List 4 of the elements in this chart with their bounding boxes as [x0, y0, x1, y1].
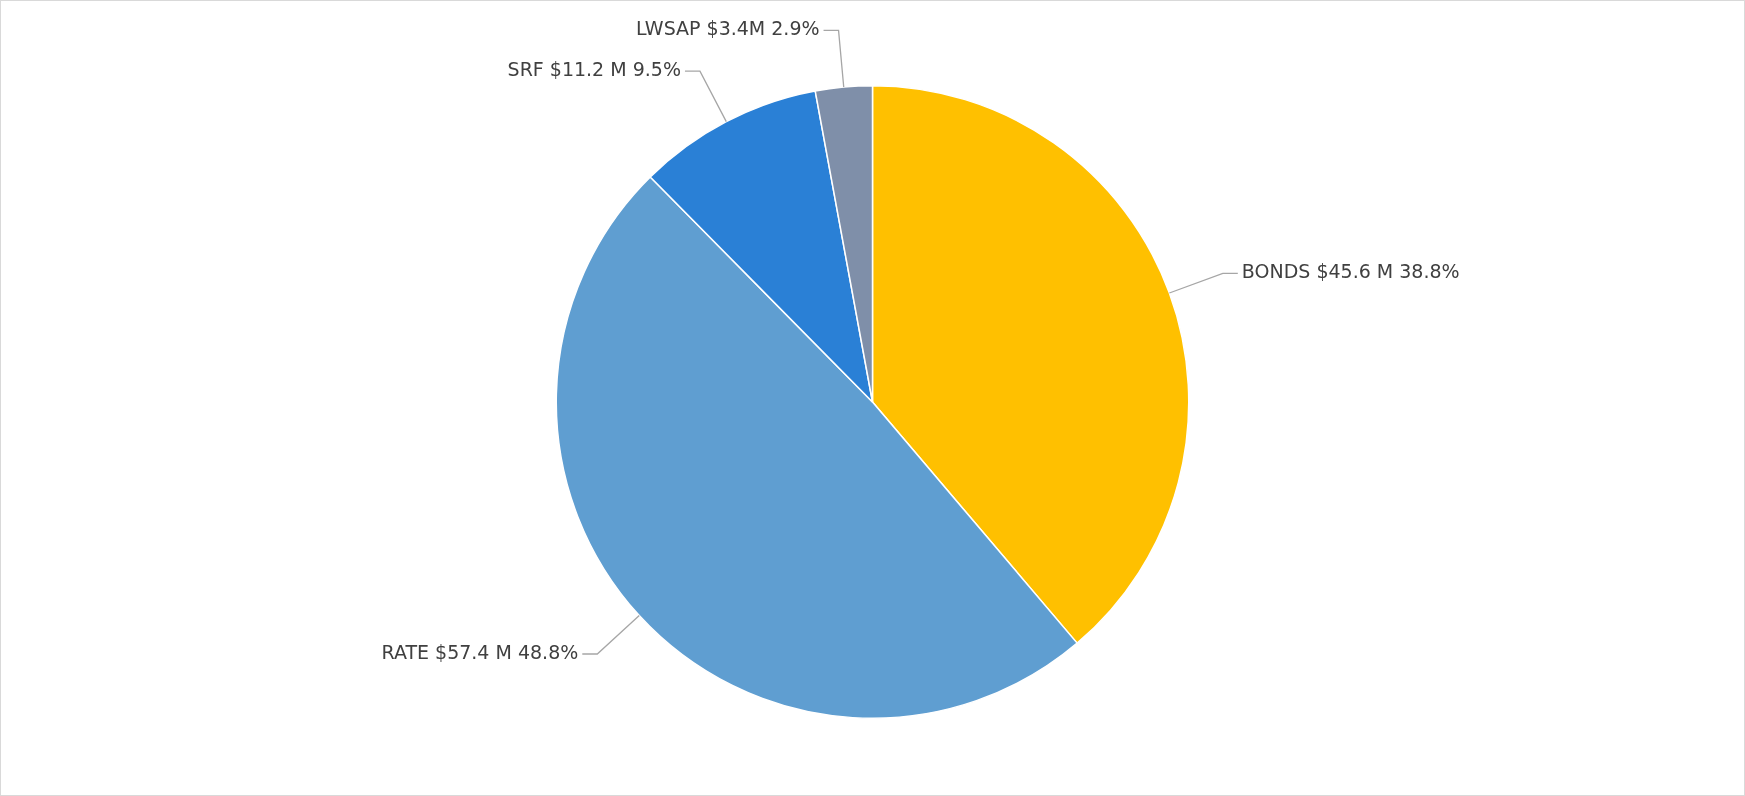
slice-label: BONDS $45.6 M 38.8% — [1241, 260, 1460, 283]
slice-label: SRF $11.2 M 9.5% — [507, 58, 681, 81]
slice-label: RATE $57.4 M 48.8% — [381, 640, 579, 663]
slice-label: LWSAP $3.4M 2.9% — [636, 17, 820, 40]
